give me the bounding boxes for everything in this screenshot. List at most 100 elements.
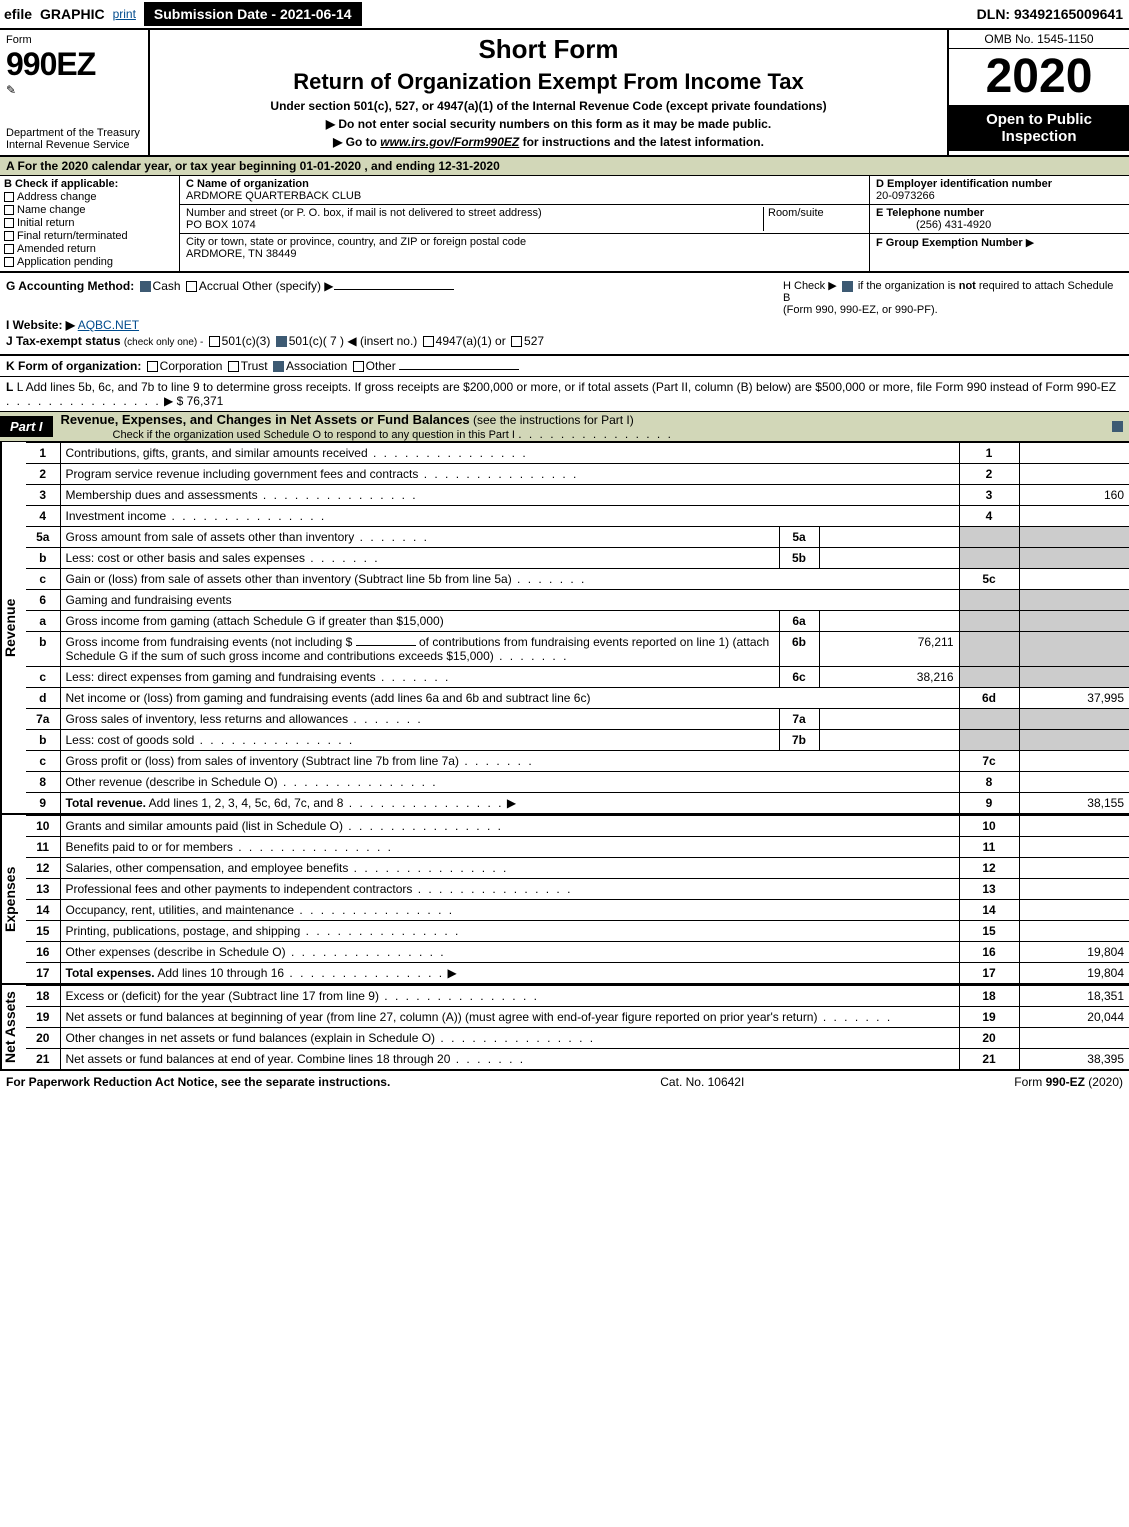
city-label: City or town, state or province, country… <box>186 236 526 248</box>
under-section: Under section 501(c), 527, or 4947(a)(1)… <box>158 99 939 113</box>
chk-4947[interactable] <box>423 336 434 347</box>
chk-association[interactable] <box>273 361 284 372</box>
entity-block: B Check if applicable: Address change Na… <box>0 176 1129 273</box>
line-11: 11 Benefits paid to or for members 11 <box>26 837 1129 858</box>
irs-label: Internal Revenue Service <box>6 139 142 151</box>
street-value: PO BOX 1074 <box>186 219 256 231</box>
line-10: 10 Grants and similar amounts paid (list… <box>26 816 1129 837</box>
form-org-label: K Form of organization: <box>6 359 141 373</box>
section-e: E Telephone number (256) 431-4920 <box>870 205 1129 234</box>
chk-501c3[interactable] <box>209 336 220 347</box>
line-7a: 7a Gross sales of inventory, less return… <box>26 709 1129 730</box>
line-12: 12 Salaries, other compensation, and emp… <box>26 858 1129 879</box>
line-a: A For the 2020 calendar year, or tax yea… <box>0 157 1129 176</box>
arrow-icon: ▶ <box>164 394 173 408</box>
part-1-title: Revenue, Expenses, and Changes in Net As… <box>53 412 470 427</box>
line-9: 9 Total revenue. Add lines 1, 2, 3, 4, 5… <box>26 793 1129 814</box>
ein-value: 20-0973266 <box>876 190 935 202</box>
section-j: J Tax-exempt status (check only one) - 5… <box>6 334 1123 348</box>
line-8: 8 Other revenue (describe in Schedule O)… <box>26 772 1129 793</box>
page-footer: For Paperwork Reduction Act Notice, see … <box>0 1071 1129 1093</box>
efile-icon: ✎ <box>6 83 16 97</box>
line-1: 1 Contributions, gifts, grants, and simi… <box>26 443 1129 464</box>
sections-d-e-f: D Employer identification number 20-0973… <box>869 176 1129 271</box>
line-5c: c Gain or (loss) from sale of assets oth… <box>26 569 1129 590</box>
chk-501c[interactable] <box>276 336 287 347</box>
org-name-cell: C Name of organization ARDMORE QUARTERBA… <box>180 176 869 205</box>
net-assets-table: 18 Excess or (deficit) for the year (Sub… <box>26 985 1129 1069</box>
line-6d: d Net income or (loss) from gaming and f… <box>26 688 1129 709</box>
line-14: 14 Occupancy, rent, utilities, and maint… <box>26 900 1129 921</box>
graphic-label: GRAPHIC <box>40 6 105 22</box>
dept-label: Department of the Treasury <box>6 127 142 139</box>
line-7b: b Less: cost of goods sold 7b <box>26 730 1129 751</box>
line-6a: a Gross income from gaming (attach Sched… <box>26 611 1129 632</box>
print-link[interactable]: print <box>113 7 136 21</box>
submission-date-badge: Submission Date - 2021-06-14 <box>144 2 362 26</box>
chk-527[interactable] <box>511 336 522 347</box>
street-label: Number and street (or P. O. box, if mail… <box>186 207 542 219</box>
line-3: 3 Membership dues and assessments 3 160 <box>26 485 1129 506</box>
line-2: 2 Program service revenue including gove… <box>26 464 1129 485</box>
chk-initial-return[interactable]: Initial return <box>4 217 175 229</box>
6b-blank[interactable] <box>356 645 416 646</box>
chk-accrual[interactable] <box>186 281 197 292</box>
group-exemption-label: F Group Exemption Number <box>876 237 1023 249</box>
section-d: D Employer identification number 20-0973… <box>870 176 1129 205</box>
dln-label: DLN: 93492165009641 <box>977 6 1129 22</box>
section-b: B Check if applicable: Address change Na… <box>0 176 180 271</box>
org-other-input[interactable] <box>399 369 519 370</box>
part-1-header: Part I Revenue, Expenses, and Changes in… <box>0 412 1129 442</box>
arrow-icon: ▶ <box>1026 237 1034 249</box>
arrow-icon: ▶ <box>447 966 456 980</box>
header-right: OMB No. 1545-1150 2020 Open to Public In… <box>949 30 1129 155</box>
city-cell: City or town, state or province, country… <box>180 234 869 262</box>
line-5b: b Less: cost or other basis and sales ex… <box>26 548 1129 569</box>
accounting-label: G Accounting Method: <box>6 279 134 293</box>
form-number: 990EZ <box>6 46 142 83</box>
chk-trust[interactable] <box>228 361 239 372</box>
line-5a: 5a Gross amount from sale of assets othe… <box>26 527 1129 548</box>
sections-g-h-i-j: G Accounting Method: Cash Accrual Other … <box>0 273 1129 356</box>
website-label: I Website: ▶ <box>6 318 75 332</box>
chk-schedule-o-part1[interactable] <box>1112 421 1123 432</box>
website-link[interactable]: AQBC.NET <box>78 318 139 332</box>
section-g: G Accounting Method: Cash Accrual Other … <box>6 279 783 316</box>
tax-year: 2020 <box>949 49 1129 105</box>
chk-address-change[interactable]: Address change <box>4 191 175 203</box>
top-bar-left: efile GRAPHIC print Submission Date - 20… <box>0 0 366 28</box>
ssn-warning: ▶ Do not enter social security numbers o… <box>158 117 939 131</box>
section-b-label: B Check if applicable: <box>4 178 175 190</box>
chk-schedule-b[interactable] <box>842 281 853 292</box>
header-left: Form 990EZ ✎ Department of the Treasury … <box>0 30 150 155</box>
line-18: 18 Excess or (deficit) for the year (Sub… <box>26 986 1129 1007</box>
chk-final-return[interactable]: Final return/terminated <box>4 230 175 242</box>
paperwork-notice: For Paperwork Reduction Act Notice, see … <box>6 1075 390 1089</box>
expenses-section: Expenses 10 Grants and similar amounts p… <box>0 815 1129 985</box>
chk-application-pending[interactable]: Application pending <box>4 256 175 268</box>
expenses-side-label: Expenses <box>0 815 26 983</box>
line-20: 20 Other changes in net assets or fund b… <box>26 1028 1129 1049</box>
form-ref: Form 990-EZ (2020) <box>1014 1075 1123 1089</box>
efile-label: efile <box>4 6 32 22</box>
line-4: 4 Investment income 4 <box>26 506 1129 527</box>
chk-org-other[interactable] <box>353 361 364 372</box>
gross-receipts-value: $ 76,371 <box>177 394 224 408</box>
chk-amended-return[interactable]: Amended return <box>4 243 175 255</box>
accounting-other-input[interactable] <box>334 289 454 290</box>
part-1-tab: Part I <box>0 416 53 437</box>
line-21: 21 Net assets or fund balances at end of… <box>26 1049 1129 1070</box>
revenue-table: 1 Contributions, gifts, grants, and simi… <box>26 442 1129 813</box>
phone-value: (256) 431-4920 <box>876 219 991 231</box>
go-to-prefix: ▶ Go to <box>333 135 380 149</box>
short-form-title: Short Form <box>158 34 939 65</box>
chk-corporation[interactable] <box>147 361 158 372</box>
part-1-title-suffix: (see the instructions for Part I) <box>473 413 634 427</box>
irs-link[interactable]: www.irs.gov/Form990EZ <box>380 135 519 149</box>
section-f: F Group Exemption Number ▶ <box>870 234 1129 251</box>
net-assets-section: Net Assets 18 Excess or (deficit) for th… <box>0 985 1129 1071</box>
chk-name-change[interactable]: Name change <box>4 204 175 216</box>
revenue-section: Revenue 1 Contributions, gifts, grants, … <box>0 442 1129 815</box>
chk-cash[interactable] <box>140 281 151 292</box>
phone-label: E Telephone number <box>876 207 984 219</box>
